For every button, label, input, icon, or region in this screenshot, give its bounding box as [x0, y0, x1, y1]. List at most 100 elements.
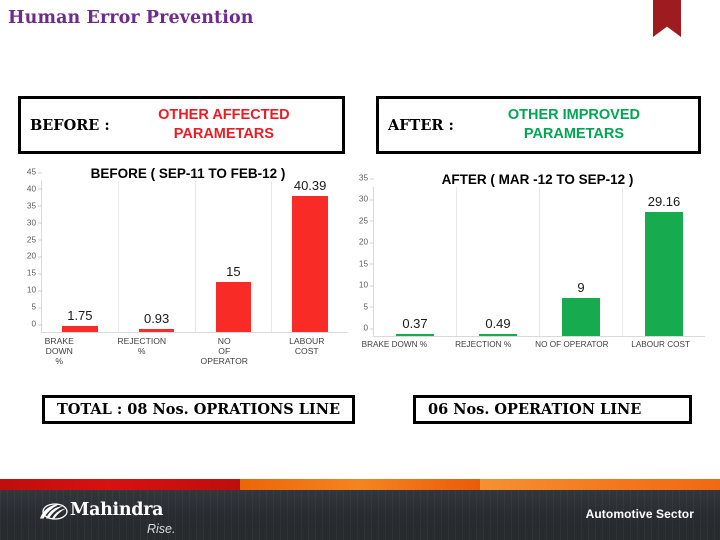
operation-line-box: 06 Nos. OPERATION LINE	[413, 395, 692, 424]
y-axis-tick: 5	[363, 302, 374, 311]
before-value: OTHER AFFECTED PARAMETARS	[158, 106, 290, 142]
tick-mark	[370, 306, 374, 308]
y-axis-tick: 30	[27, 218, 42, 227]
y-axis: 45 40 35 30 25 20 15 10 5 0	[18, 168, 42, 333]
y-axis-tick: 20	[359, 238, 374, 247]
stripe-segment-light-orange	[480, 479, 720, 490]
tick-mark	[38, 205, 42, 207]
tick-mark	[370, 199, 374, 201]
tick-mark	[370, 178, 374, 179]
plot-area: 35 30 25 20 15 10 5 0 0.37 0.49 9 29.16	[350, 174, 705, 337]
chart-category-slot: 1.75	[42, 181, 119, 332]
stripe-segment-red	[0, 479, 240, 490]
chart-title: BEFORE ( SEP-11 TO FEB-12 )	[90, 166, 286, 181]
x-axis-label: REJECTION %	[455, 340, 512, 349]
before-bar-chart: BEFORE ( SEP-11 TO FEB-12 ) 45 40 35 30 25 20…	[18, 166, 348, 382]
bar-value-label: 0.37	[402, 316, 428, 332]
tick-mark	[38, 307, 42, 309]
y-axis-tick: 0	[31, 320, 42, 329]
after-value: OTHER IMPROVED PARAMETARS	[507, 106, 640, 142]
tick-mark	[370, 328, 374, 329]
y-axis-tick: 0	[363, 324, 374, 333]
page-title: Human Error Prevention	[8, 8, 254, 28]
before-label: BEFORE :	[30, 116, 110, 134]
x-axis-label: LABOUR COST	[289, 336, 325, 357]
y-axis-tick: 20	[27, 252, 42, 261]
bar[interactable]: 1.75	[62, 308, 98, 332]
bar[interactable]: 29.16	[644, 194, 684, 336]
tick-mark	[370, 263, 374, 265]
after-label: AFTER :	[388, 116, 454, 134]
tick-mark	[38, 290, 42, 292]
footer-accent-stripe	[0, 479, 720, 490]
bookmark-ribbon-icon	[653, 0, 681, 37]
chart-category-slot: 15	[196, 181, 273, 332]
bar[interactable]: 9	[561, 280, 601, 336]
y-axis-line	[373, 187, 374, 337]
x-axis-labels: BRAKE DOWN % REJECTION % NO OF OPERATOR LAB…	[18, 336, 348, 366]
before-callout-box: BEFORE : OTHER AFFECTED PARAMETARS	[18, 96, 345, 154]
chart-category-slot: 0.93	[119, 181, 196, 332]
bar-value-label: 29.16	[647, 193, 681, 209]
chart-category-slot: 0.49	[457, 187, 540, 336]
y-axis-tick: 35	[27, 201, 42, 210]
footer-sector-label: Automotive Sector	[585, 507, 694, 521]
brand-logo: Mahindra Rise.	[38, 500, 248, 536]
tick-mark	[38, 256, 42, 258]
y-axis-tick: 15	[359, 259, 374, 268]
operation-line-text: 06 Nos. OPERATION LINE	[428, 401, 642, 418]
bar-value-label: 0.49	[485, 315, 511, 331]
y-axis-tick: 35	[359, 174, 374, 183]
bar[interactable]: 15	[215, 264, 252, 332]
chart-category-slot: 40.39	[272, 178, 348, 332]
total-operations-text: TOTAL : 08 Nos. OPRATIONS LINE	[56, 401, 341, 418]
chart-title: AFTER ( MAR -12 TO SEP-12 )	[441, 172, 634, 187]
y-axis-tick: 45	[27, 168, 42, 177]
chart-category-slot: 9	[540, 187, 623, 336]
tick-mark	[38, 273, 42, 275]
footer-bar	[0, 490, 720, 540]
tick-mark	[370, 285, 374, 287]
tick-mark	[38, 324, 42, 325]
y-axis: 35 30 25 20 15 10 5 0	[350, 174, 374, 337]
after-bar-chart: AFTER ( MAR -12 TO SEP-12 ) 35 30 25 20 15 10…	[350, 172, 705, 384]
bar[interactable]: 0.93	[138, 311, 175, 332]
bar-value-label: 15	[226, 263, 241, 279]
tick-mark	[38, 188, 42, 190]
tick-mark	[370, 242, 374, 244]
y-axis-tick: 10	[27, 286, 42, 295]
x-axis-label: BRAKE DOWN %	[361, 340, 428, 349]
tick-mark	[38, 239, 42, 241]
x-axis-label: REJECTION %	[117, 336, 167, 357]
x-axis-labels: BRAKE DOWN % REJECTION % NO OF OPERATOR LAB…	[350, 340, 705, 350]
after-callout-box: AFTER : OTHER IMPROVED PARAMETARS	[376, 96, 701, 154]
x-axis-label: NO OF OPERATOR	[535, 340, 609, 349]
x-axis-label: BRAKE DOWN %	[44, 336, 74, 367]
logo-tagline: Rise.	[147, 522, 176, 536]
chart-category-slot: 29.16	[623, 187, 705, 336]
y-axis-tick: 10	[359, 281, 374, 290]
chart-category-slot: 0.37	[374, 187, 457, 336]
bar-value-label: 0.93	[143, 310, 170, 326]
bar[interactable]: 0.37	[395, 316, 435, 336]
tick-mark	[370, 220, 374, 222]
y-axis-tick: 15	[27, 269, 42, 278]
y-axis-tick: 40	[27, 184, 42, 193]
bar[interactable]: 0.49	[478, 316, 518, 336]
y-axis-tick: 5	[31, 303, 42, 312]
bar[interactable]: 40.39	[292, 178, 328, 332]
stripe-segment-orange	[240, 479, 480, 490]
mahindra-road-logo-icon	[40, 503, 68, 520]
y-axis-tick: 30	[359, 195, 374, 204]
logo-wordmark: Mahindra	[70, 500, 164, 520]
bar-value-label: 1.75	[67, 308, 93, 324]
total-operations-box: TOTAL : 08 Nos. OPRATIONS LINE	[42, 395, 355, 424]
tick-mark	[38, 222, 42, 224]
y-axis-tick: 25	[27, 235, 42, 244]
x-axis-label: NO OF OPERATOR	[200, 336, 248, 367]
bars-container: 0.37 0.49 9 29.16	[374, 187, 705, 337]
x-axis-label: LABOUR COST	[631, 340, 690, 349]
plot-area: 45 40 35 30 25 20 15 10 5 0 1.75 0.93 15 40.39	[18, 168, 348, 333]
bar-value-label: 40.39	[293, 178, 327, 194]
